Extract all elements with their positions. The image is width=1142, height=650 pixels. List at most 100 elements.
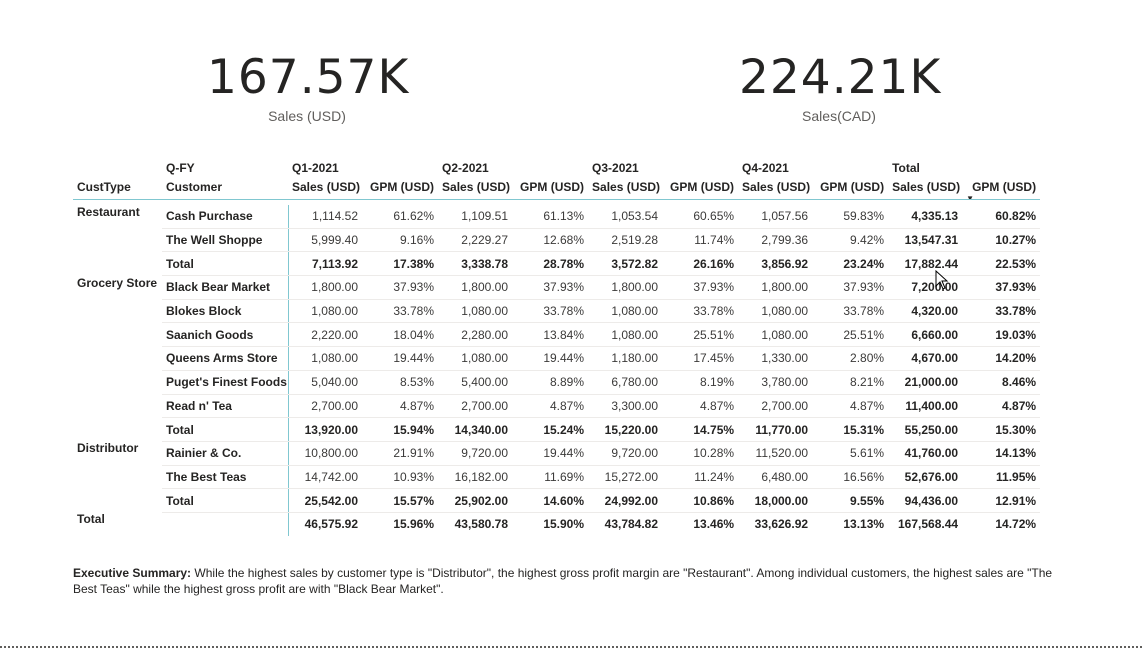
- measure-header-gpm[interactable]: GPM (USD): [362, 175, 439, 200]
- gpm-value-cell: 15.96%: [393, 517, 435, 532]
- gpm-value-cell: 13.13%: [843, 517, 885, 532]
- gpm-value-cell: 15.30%: [962, 417, 1041, 442]
- sales-value-cell: 15,220.00: [588, 417, 663, 442]
- table-row[interactable]: Read n' Tea 2,700.00 4.87% 2,700.00 4.87% 3,3…: [73, 394, 1041, 419]
- gpm-value-cell: 19.44%: [362, 346, 439, 371]
- sales-value-cell: 1,800.00: [588, 275, 663, 300]
- gpm-value-cell: 17.38%: [362, 251, 439, 277]
- customer-cell: Total: [162, 417, 288, 442]
- measure-header-sales[interactable]: Sales (USD): [738, 175, 813, 200]
- custtype-cell: [73, 465, 162, 489]
- quarter-header-q2[interactable]: Q2-2021: [442, 161, 489, 175]
- table-row[interactable]: Queens Arms Store 1,080.00 19.44% 1,080.00 1…: [73, 346, 1041, 371]
- sales-value-cell: 3,856.92: [738, 251, 813, 277]
- grand-total-row[interactable]: Total 46,575.92 15.96% 43,580.78 15.90% 43,78…: [73, 512, 1040, 536]
- gpm-value-cell: 9.42%: [812, 228, 889, 253]
- sales-value-cell: 3,780.00: [738, 370, 813, 395]
- sales-value-cell: 4,335.13: [888, 205, 963, 229]
- kpi-card-sales-cad[interactable]: 224.21K Sales(CAD): [739, 50, 940, 124]
- customer-cell: Total: [162, 488, 288, 513]
- measure-header-sales[interactable]: Sales (USD): [588, 175, 663, 200]
- custtype-cell: [73, 347, 162, 371]
- customer-cell: Saanich Goods: [162, 322, 288, 348]
- sales-value-cell: 25,542.00: [287, 488, 362, 513]
- subtotal-row[interactable]: Total 7,113.92 17.38% 3,338.78 28.78% 3,572.8…: [73, 251, 1041, 277]
- custtype-cell: [73, 418, 162, 442]
- gpm-value-cell: 19.44%: [512, 441, 589, 466]
- gpm-value-cell: 23.24%: [812, 251, 889, 277]
- kpi-label: Sales(CAD): [802, 108, 876, 124]
- gpm-value-cell: 37.93%: [962, 275, 1041, 300]
- sales-value-cell: 15,272.00: [588, 465, 663, 490]
- measure-header-gpm[interactable]: GPM (USD): [512, 175, 589, 200]
- sales-value-cell: 4,670.00: [888, 346, 963, 371]
- sales-value-cell: 55,250.00: [888, 417, 963, 442]
- custtype-header[interactable]: CustType: [73, 175, 162, 200]
- sales-value-cell: 21,000.00: [888, 370, 963, 395]
- sales-value-cell: 3,300.00: [588, 394, 663, 419]
- gpm-value-cell: 60.65%: [662, 205, 739, 229]
- subtotal-row[interactable]: Total 25,542.00 15.57% 25,902.00 14.60% 24,99…: [73, 488, 1041, 513]
- gpm-value-cell: 12.91%: [962, 488, 1041, 513]
- sales-value-cell: 2,700.00: [287, 394, 362, 419]
- quarter-header-total[interactable]: Total: [892, 161, 920, 175]
- gpm-value-cell: 14.13%: [962, 441, 1041, 466]
- measure-header-sales[interactable]: Sales (USD): [288, 175, 362, 200]
- table-row[interactable]: Blokes Block 1,080.00 33.78% 1,080.00 33.78%…: [73, 299, 1041, 324]
- gpm-value-cell: 14.60%: [512, 488, 589, 513]
- gpm-value-cell: 14.75%: [662, 417, 739, 442]
- customer-header[interactable]: Customer: [162, 175, 288, 200]
- gpm-value-cell: 33.78%: [662, 299, 739, 324]
- custtype-cell: Distributor: [77, 441, 139, 456]
- subtotal-row[interactable]: Total 13,920.00 15.94% 14,340.00 15.24% 15,22…: [73, 417, 1041, 442]
- sales-value-cell: 3,572.82: [588, 251, 663, 277]
- table-row[interactable]: Grocery Store Black Bear Market 1,800.00 37…: [73, 275, 1041, 300]
- sales-value-cell: 1,080.00: [287, 299, 362, 324]
- sales-value-cell: 1,800.00: [738, 275, 813, 300]
- page-divider: [0, 646, 1142, 648]
- gpm-value-cell: 19.44%: [512, 346, 589, 371]
- gpm-value-cell: 14.72%: [995, 517, 1037, 532]
- gpm-value-cell: 22.53%: [962, 251, 1041, 277]
- table-row[interactable]: The Best Teas 14,742.00 10.93% 16,182.00 11.…: [73, 465, 1041, 490]
- table-row[interactable]: Puget's Finest Foods 5,040.00 8.53% 5,400.0…: [73, 370, 1041, 395]
- summary-label: Executive Summary:: [73, 566, 192, 580]
- quarter-header-q1[interactable]: Q1-2021: [292, 161, 339, 175]
- measure-header-sales[interactable]: Sales (USD): [438, 175, 513, 200]
- gpm-value-cell: 37.93%: [362, 275, 439, 300]
- measure-header-gpm-sorted[interactable]: GPM (USD) ▼: [962, 175, 1041, 200]
- gpm-value-cell: 13.84%: [512, 322, 589, 348]
- table-row[interactable]: Restaurant Cash Purchase 1,114.52 61.62% 1,1…: [73, 205, 1041, 229]
- customer-cell: [162, 512, 288, 535]
- custtype-cell: [73, 299, 162, 323]
- sales-value-cell: 9,720.00: [588, 441, 663, 466]
- measure-header-gpm[interactable]: GPM (USD): [662, 175, 739, 200]
- measure-header-gpm[interactable]: GPM (USD): [812, 175, 889, 200]
- sales-value-cell: 6,660.00: [888, 322, 963, 348]
- gpm-value-cell: 28.78%: [512, 251, 589, 277]
- sales-value-cell: 1,080.00: [738, 322, 813, 348]
- gpm-value-cell: 15.24%: [512, 417, 589, 442]
- gpm-value-cell: 37.93%: [662, 275, 739, 300]
- customer-cell: Total: [162, 251, 288, 277]
- table-row[interactable]: Distributor Rainier & Co. 10,800.00 21.91% 9…: [73, 441, 1041, 466]
- customer-cell: Read n' Tea: [162, 394, 288, 419]
- executive-summary: Executive Summary: While the highest sal…: [73, 565, 1073, 597]
- quarter-header-q3[interactable]: Q3-2021: [592, 161, 639, 175]
- qfy-header[interactable]: Q-FY: [166, 161, 195, 175]
- measure-header-sales[interactable]: Sales (USD): [888, 175, 963, 200]
- sales-value-cell: 7,200.00: [888, 275, 963, 300]
- sales-matrix-table[interactable]: Q-FY Q1-2021 Q2-2021 Q3-2021 Q4-2021 Tot…: [73, 153, 1041, 536]
- table-row[interactable]: The Well Shoppe 5,999.40 9.16% 2,229.27 12.6…: [73, 228, 1041, 253]
- customer-cell: Rainier & Co.: [162, 441, 288, 466]
- summary-text: While the highest sales by customer type…: [73, 566, 1053, 596]
- gpm-value-cell: 10.86%: [662, 488, 739, 513]
- sales-value-cell: 13,547.31: [888, 228, 963, 253]
- gpm-value-cell: 33.78%: [812, 299, 889, 324]
- kpi-card-sales-usd[interactable]: 167.57K Sales (USD): [207, 50, 408, 124]
- quarter-header-q4[interactable]: Q4-2021: [742, 161, 789, 175]
- sales-value-cell: 1,080.00: [738, 299, 813, 324]
- gpm-value-cell: 25.51%: [662, 322, 739, 348]
- table-row[interactable]: Saanich Goods 2,220.00 18.04% 2,280.00 13.84…: [73, 322, 1041, 348]
- sales-value-cell: 41,760.00: [888, 441, 963, 466]
